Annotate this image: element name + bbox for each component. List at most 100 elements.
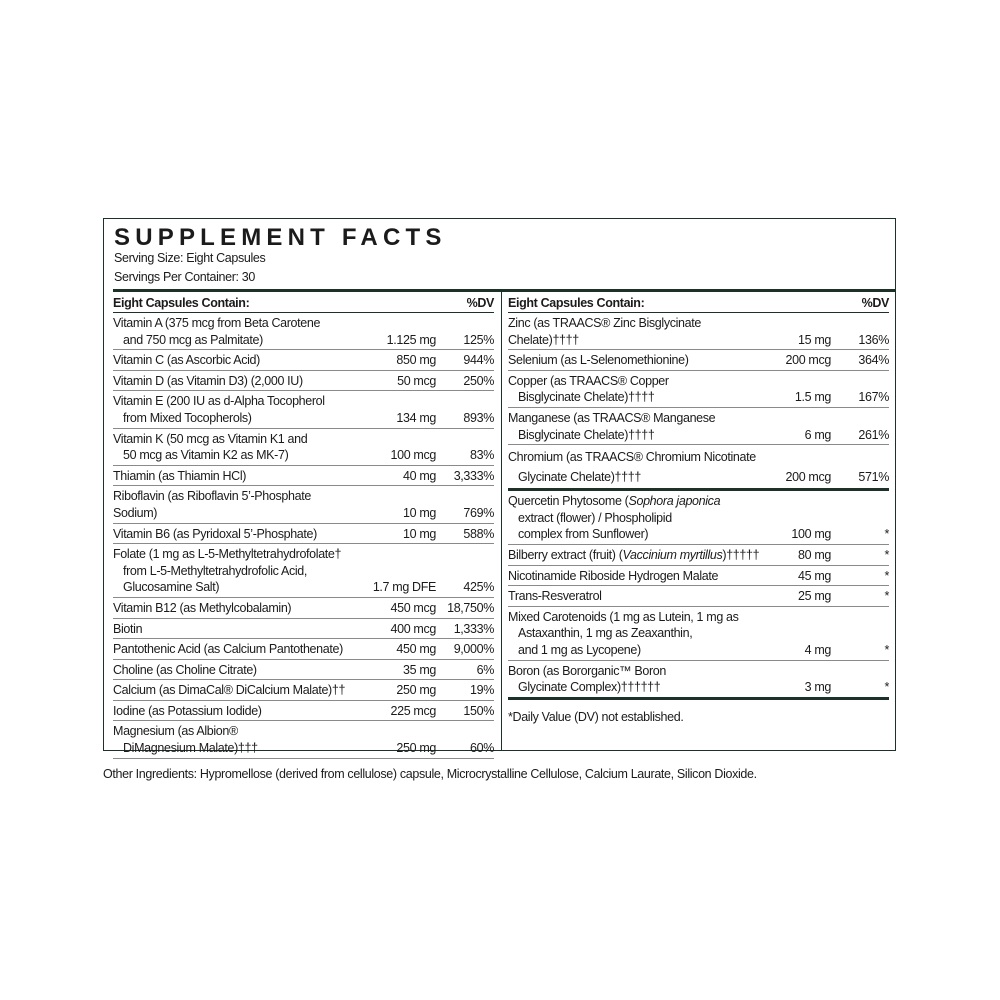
nutrient-name: Boron (as Bororganic™ Boron Glycinate Com… bbox=[508, 663, 761, 696]
amount: 35 mg bbox=[403, 662, 436, 677]
daily-value: 1,333% bbox=[453, 621, 495, 636]
nutrient-name-line: and 1 mg as Lycopene) bbox=[518, 642, 641, 657]
nutrient-name-line: Bilberry extract (fruit) (Vaccinium myrt… bbox=[508, 547, 761, 564]
amount: 850 mg bbox=[396, 353, 436, 368]
daily-value: 250% bbox=[463, 373, 494, 388]
nutrient-name-line: Glycinate Complex)†††††† bbox=[518, 680, 661, 695]
nutrient-row: Thiamin (as Thiamin HCl) 40 mg 3,333% bbox=[113, 466, 494, 487]
amount: 134 mg bbox=[396, 410, 436, 425]
nutrient-name-line: from Mixed Tocopherols) bbox=[123, 410, 252, 425]
nutrient-name-line: Folate (1 mg as L-5-Methyltetrahydrofola… bbox=[113, 547, 342, 562]
nutrient-row: Folate (1 mg as L-5-Methyltetrahydrofola… bbox=[113, 544, 494, 598]
nutrient-name-line: Zinc (as TRAACS® Zinc Bisglycinate Chela… bbox=[508, 316, 701, 347]
nutrient-name: Calcium (as DimaCal® DiCalcium Malate)†† bbox=[113, 682, 356, 699]
nutrient-row: Trans-Resveratrol 25 mg * bbox=[508, 586, 889, 607]
amount: 3 mg bbox=[804, 680, 832, 695]
daily-value: 83% bbox=[470, 448, 494, 463]
daily-value: 944% bbox=[463, 353, 494, 368]
nutrient-name-line: Selenium (as L-Selenomethionine) bbox=[508, 353, 689, 368]
daily-value: 125% bbox=[463, 332, 494, 347]
nutrient-name-line: extract (flower) / Phospholipid bbox=[518, 510, 672, 525]
daily-value: 9,000% bbox=[453, 642, 495, 657]
amount: 10 mg bbox=[403, 505, 436, 520]
nutrient-name: Vitamin K (50 mcg as Vitamin K1 and 50 mc… bbox=[113, 431, 356, 464]
nutrient-row: Iodine (as Potassium Iodide) 225 mcg 150% bbox=[113, 701, 494, 722]
nutrient-name-line: Astaxanthin, 1 mg as Zeaxanthin, bbox=[518, 626, 693, 641]
nutrient-name: Selenium (as L-Selenomethionine) bbox=[508, 352, 761, 369]
nutrient-name-line: Vitamin B12 (as Methylcobalamin) bbox=[113, 600, 292, 615]
nutrient-name: Biotin bbox=[113, 621, 356, 638]
nutrient-name: Vitamin A (375 mcg from Beta Carotene and… bbox=[113, 315, 356, 348]
nutrient-name-line: Boron (as Bororganic™ Boron bbox=[508, 663, 666, 678]
supplement-facts-panel: SUPPLEMENT FACTS Serving Size: Eight Cap… bbox=[103, 218, 896, 759]
nutrient-name-line: complex from Sunflower) bbox=[518, 527, 649, 542]
latin-name: Vaccinium myrtillus bbox=[622, 547, 723, 562]
nutrient-row: Riboflavin (as Riboflavin 5’-Phosphate S… bbox=[113, 486, 494, 524]
amount: 80 mg bbox=[798, 547, 831, 562]
amount: 400 mcg bbox=[390, 621, 437, 636]
name-text: )††††† bbox=[722, 547, 760, 562]
nutrient-name: Magnesium (as Albion® DiMagnesium Malate)… bbox=[113, 723, 356, 756]
nutrient-name-line: Manganese (as TRAACS® Manganese bbox=[508, 410, 716, 425]
daily-value: 261% bbox=[858, 427, 889, 442]
daily-value: 425% bbox=[463, 580, 494, 595]
nutrient-row: Manganese (as TRAACS® Manganese Bisglycin… bbox=[508, 408, 889, 446]
servings-per-container: Servings Per Container: 30 bbox=[114, 270, 255, 284]
amount: 450 mg bbox=[396, 642, 436, 657]
name-text: Bilberry extract (fruit) ( bbox=[508, 547, 623, 562]
amount: 45 mg bbox=[798, 568, 831, 583]
daily-value: 18,750% bbox=[447, 600, 494, 615]
amount: 1.5 mg bbox=[794, 390, 831, 405]
daily-value: 6% bbox=[476, 662, 495, 677]
column-divider bbox=[501, 292, 502, 750]
nutrient-name: Iodine (as Potassium Iodide) bbox=[113, 703, 356, 720]
nutrient-name-line: Vitamin C (as Ascorbic Acid) bbox=[113, 353, 260, 368]
nutrient-name: Vitamin D (as Vitamin D3) (2,000 IU) bbox=[113, 373, 356, 390]
nutrient-name-line: Calcium (as DimaCal® DiCalcium Malate)†† bbox=[113, 683, 346, 698]
nutrient-name-line: Quercetin Phytosome (Sophora japonica bbox=[508, 493, 761, 510]
nutrient-name-line: Pantothenic Acid (as Calcium Pantothenat… bbox=[113, 642, 343, 657]
nutrient-row: Vitamin A (375 mcg from Beta Carotene and… bbox=[113, 313, 494, 351]
amount: 200 mcg bbox=[785, 353, 832, 368]
amount: 200 mcg bbox=[785, 470, 832, 485]
right-column: Eight Capsules Contain: %DV Zinc (as TRA… bbox=[508, 293, 889, 724]
nutrient-row: Chromium (as TRAACS® Chromium Nicotinate… bbox=[508, 445, 889, 492]
nutrient-name-line: Magnesium (as Albion® bbox=[113, 724, 238, 739]
right-header-label: Eight Capsules Contain: bbox=[508, 296, 645, 310]
daily-value: 60% bbox=[470, 741, 494, 756]
nutrient-name-line: Vitamin B6 (as Pyridoxal 5’-Phosphate) bbox=[113, 526, 317, 541]
amount: 100 mg bbox=[791, 527, 831, 542]
daily-value: 150% bbox=[463, 703, 494, 718]
nutrient-row: Vitamin C (as Ascorbic Acid) 850 mg 944% bbox=[113, 350, 494, 371]
nutrient-name: Vitamin B6 (as Pyridoxal 5’-Phosphate) bbox=[113, 526, 356, 543]
nutrient-row: Choline (as Choline Citrate) 35 mg 6% bbox=[113, 660, 494, 681]
daily-value: 3,333% bbox=[453, 468, 495, 483]
daily-value: 588% bbox=[463, 526, 494, 541]
serving-size: Serving Size: Eight Capsules bbox=[114, 251, 266, 265]
nutrient-name-line: Bisglycinate Chelate)†††† bbox=[518, 390, 655, 405]
left-header: Eight Capsules Contain: %DV bbox=[113, 293, 494, 313]
nutrient-name: Choline (as Choline Citrate) bbox=[113, 662, 356, 679]
nutrient-name: Mixed Carotenoids (1 mg as Lutein, 1 mg … bbox=[508, 609, 761, 659]
amount: 40 mg bbox=[403, 468, 436, 483]
nutrient-name-line: Nicotinamide Riboside Hydrogen Malate bbox=[508, 568, 719, 583]
nutrient-name: Folate (1 mg as L-5-Methyltetrahydrofola… bbox=[113, 546, 356, 596]
amount: 50 mcg bbox=[397, 373, 436, 388]
left-header-label: Eight Capsules Contain: bbox=[113, 296, 250, 310]
nutrient-row: Mixed Carotenoids (1 mg as Lutein, 1 mg … bbox=[508, 607, 889, 661]
daily-value: * bbox=[884, 568, 889, 583]
daily-value: 364% bbox=[858, 353, 889, 368]
nutrient-name-line: Mixed Carotenoids (1 mg as Lutein, 1 mg … bbox=[508, 609, 739, 624]
nutrient-name-line: Iodine (as Potassium Iodide) bbox=[113, 703, 262, 718]
nutrient-row: Vitamin B6 (as Pyridoxal 5’-Phosphate) 10… bbox=[113, 524, 494, 545]
nutrient-name: Pantothenic Acid (as Calcium Pantothenat… bbox=[113, 641, 356, 658]
amount: 100 mcg bbox=[390, 448, 437, 463]
nutrient-name-line: Vitamin D (as Vitamin D3) (2,000 IU) bbox=[113, 373, 303, 388]
daily-value: 136% bbox=[858, 332, 889, 347]
nutrient-name: Trans-Resveratrol bbox=[508, 588, 761, 605]
nutrient-name: Chromium (as TRAACS® Chromium Nicotinate… bbox=[508, 447, 761, 487]
daily-value: 893% bbox=[463, 410, 494, 425]
daily-value: * bbox=[884, 642, 889, 657]
nutrient-row: Boron (as Bororganic™ Boron Glycinate Com… bbox=[508, 661, 889, 700]
nutrient-name-line: Vitamin E (200 IU as d-Alpha Tocopherol bbox=[113, 394, 325, 409]
